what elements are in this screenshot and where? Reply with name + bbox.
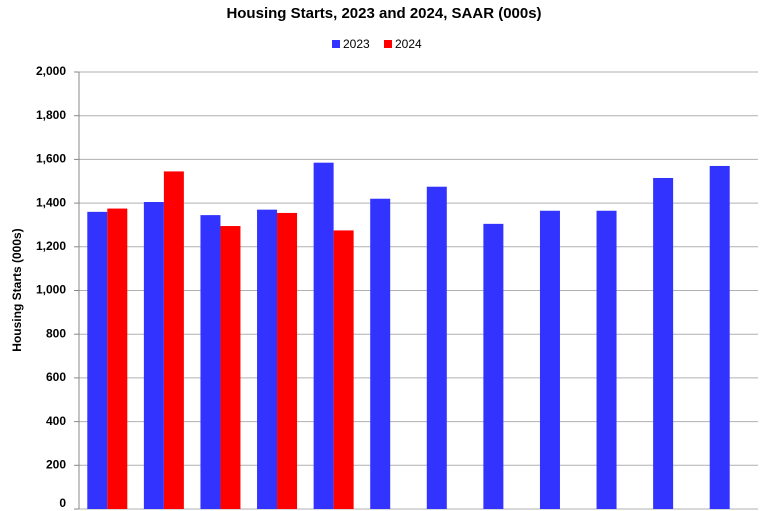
- chart-title: Housing Starts, 2023 and 2024, SAAR (000…: [226, 5, 541, 22]
- bar: [220, 226, 241, 510]
- y-tick-label: 400: [46, 414, 66, 428]
- y-tick-label: 1,400: [36, 195, 66, 209]
- y-tick-label: 1,000: [36, 283, 66, 297]
- bar: [87, 211, 108, 509]
- y-axis-label: Housing Starts (000s): [10, 228, 24, 351]
- y-tick-label: 200: [46, 457, 66, 471]
- bar: [257, 209, 278, 509]
- y-tick-label: 1,600: [36, 152, 66, 166]
- y-tick-label: 0: [59, 496, 66, 510]
- y-tick-label: 600: [46, 370, 66, 384]
- bar: [483, 223, 504, 510]
- legend-swatch: [332, 40, 340, 48]
- bar: [596, 210, 617, 509]
- y-tick-label: 1,800: [36, 108, 66, 122]
- bar: [143, 202, 164, 509]
- y-tick-label: 800: [46, 326, 66, 340]
- legend-swatch: [384, 40, 392, 48]
- bar: [333, 230, 354, 509]
- bar: [107, 208, 128, 509]
- bar: [163, 171, 184, 510]
- legend-label: 2023: [343, 37, 370, 51]
- bar: [426, 186, 447, 509]
- legend-label: 2024: [395, 37, 422, 51]
- bar: [313, 162, 334, 510]
- bar: [200, 215, 221, 509]
- y-tick-label: 2,000: [36, 64, 66, 78]
- bar: [277, 212, 298, 509]
- bar: [653, 177, 674, 509]
- y-tick-label: 1,200: [36, 239, 66, 253]
- bar: [539, 210, 560, 509]
- bar: [370, 198, 391, 510]
- bar: [709, 165, 730, 509]
